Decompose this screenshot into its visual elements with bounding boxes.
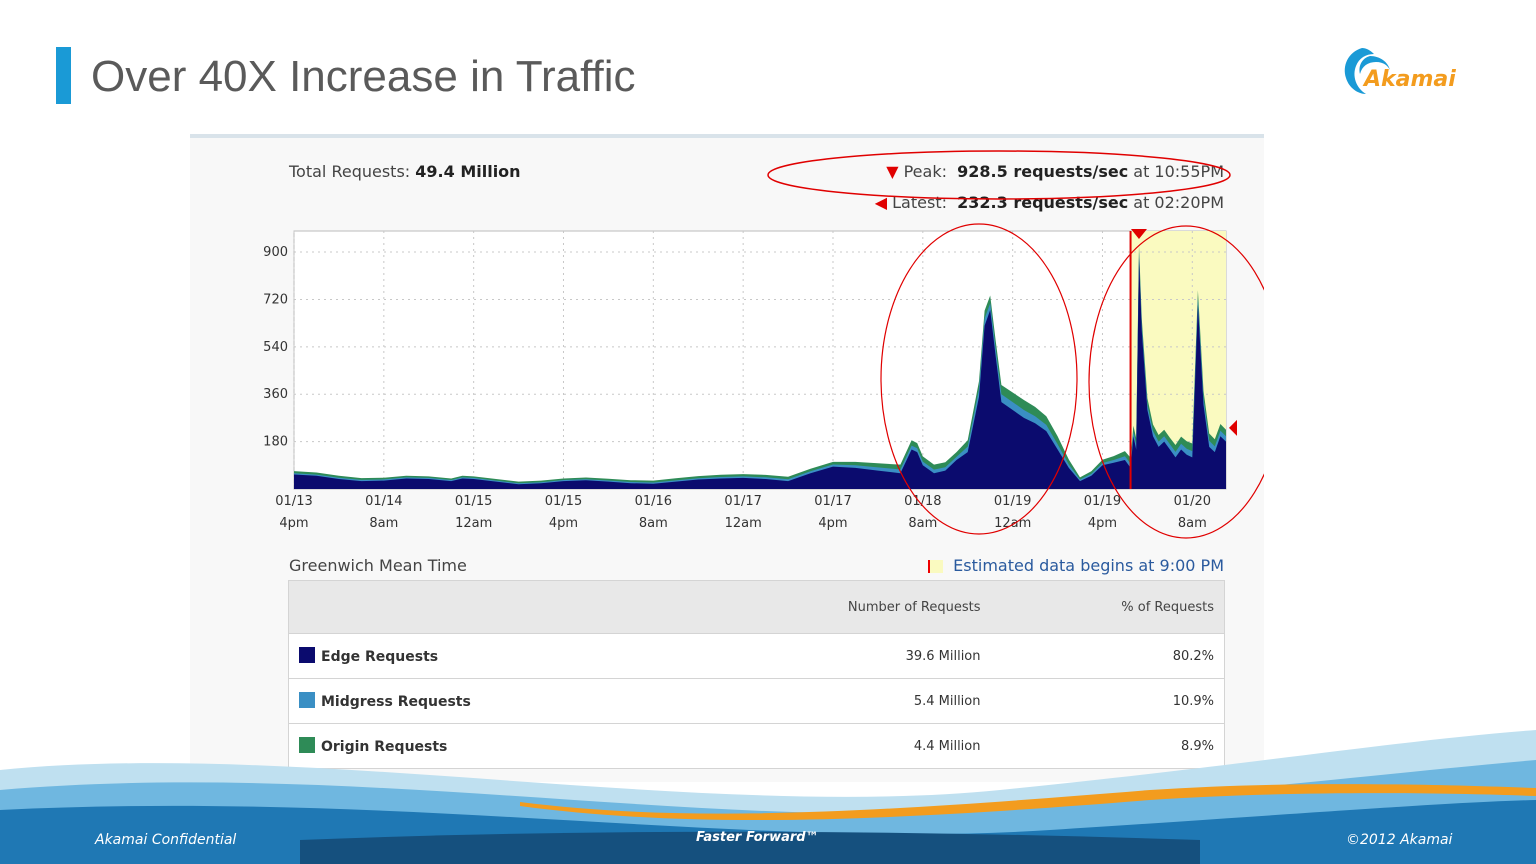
- logo-text: Akamai: [1362, 67, 1456, 92]
- legend-header-count: Number of Requests: [756, 580, 991, 634]
- x-tick-date-3: 01/15: [545, 494, 582, 509]
- peak-highlight-ellipse: [767, 150, 1231, 200]
- traffic-chart: 180 360 540 720 900 01/13 4pm 01/14 8am 01/15 12am…: [263, 150, 1264, 539]
- x-tick-date-8: 01/19: [994, 494, 1031, 509]
- x-tick-date-7: 01/18: [904, 494, 941, 509]
- x-tick-time-5: 12am: [725, 516, 762, 531]
- x-tick-date-5: 01/17: [724, 494, 761, 509]
- legend-row-origin: Origin Requests 4.4 Million 8.9%: [288, 723, 1225, 769]
- x-tick-time-9: 4pm: [1088, 516, 1117, 531]
- x-tick-date-6: 01/17: [814, 494, 851, 509]
- legend-header-pct: % of Requests: [990, 580, 1225, 634]
- legend-table: Number of Requests % of Requests Edge Re…: [288, 580, 1225, 769]
- x-tick-time-8: 12am: [994, 516, 1031, 531]
- plot-area: [293, 230, 1227, 490]
- midgress-swatch: [299, 692, 315, 708]
- x-tick-date-1: 01/14: [365, 494, 402, 509]
- x-tick-time-1: 8am: [369, 516, 398, 531]
- estimate-note: Estimated data begins at 9:00 PM: [928, 556, 1224, 575]
- x-tick-date-4: 01/16: [635, 494, 672, 509]
- spike-highlight-ellipse-1: [880, 223, 1078, 535]
- x-tick-time-2: 12am: [455, 516, 492, 531]
- y-tick-2: 540: [263, 340, 288, 355]
- footer-tagline: Faster Forward™: [696, 830, 819, 845]
- y-tick-3: 720: [263, 292, 288, 307]
- estimate-swatch: [928, 560, 944, 573]
- peak-marker: [1130, 229, 1147, 239]
- traffic-report-panel: Total Requests: 49.4 Million ▼ Peak: 928…: [190, 134, 1264, 782]
- y-tick-1: 360: [263, 387, 288, 402]
- akamai-logo: Akamai: [1344, 48, 1456, 94]
- x-tick-time-6: 4pm: [818, 516, 847, 531]
- x-tick-date-0: 01/13: [275, 494, 312, 509]
- origin-swatch: [299, 737, 315, 753]
- y-tick-4: 900: [263, 245, 288, 260]
- spike-highlight-ellipse-2: [1088, 225, 1264, 539]
- footer-confidential: Akamai Confidential: [95, 832, 237, 848]
- latest-marker-icon: ◀: [874, 193, 888, 212]
- y-tick-0: 180: [263, 435, 288, 450]
- x-tick-time-10: 8am: [1178, 516, 1207, 531]
- x-tick-time-4: 8am: [639, 516, 668, 531]
- legend-header-name: [288, 580, 757, 634]
- legend-row-midgress: Midgress Requests 5.4 Million 10.9%: [288, 678, 1225, 724]
- x-tick-date-10: 01/20: [1174, 494, 1211, 509]
- x-tick-time-3: 4pm: [549, 516, 578, 531]
- peak-requests: ▼ Peak: 928.5 requests/sec at 10:55PM: [886, 162, 1224, 181]
- x-tick-date-9: 01/19: [1084, 494, 1121, 509]
- edge-area: [294, 257, 1226, 489]
- total-requests: Total Requests: 49.4 Million: [289, 162, 521, 181]
- title-accent-bar: [56, 47, 71, 104]
- footer-waves: [0, 730, 1536, 864]
- footer-copyright: ©2012 Akamai: [1346, 832, 1453, 848]
- legend-row-edge: Edge Requests 39.6 Million 80.2%: [288, 633, 1225, 679]
- timezone-label: Greenwich Mean Time: [289, 556, 467, 575]
- latest-marker: [1229, 419, 1237, 436]
- x-tick-date-2: 01/15: [455, 494, 492, 509]
- peak-marker-icon: ▼: [886, 162, 899, 181]
- x-tick-time-0: 4pm: [279, 516, 308, 531]
- edge-swatch: [299, 647, 315, 663]
- x-tick-time-7: 8am: [908, 516, 937, 531]
- slide-title: Over 40X Increase in Traffic: [91, 52, 636, 101]
